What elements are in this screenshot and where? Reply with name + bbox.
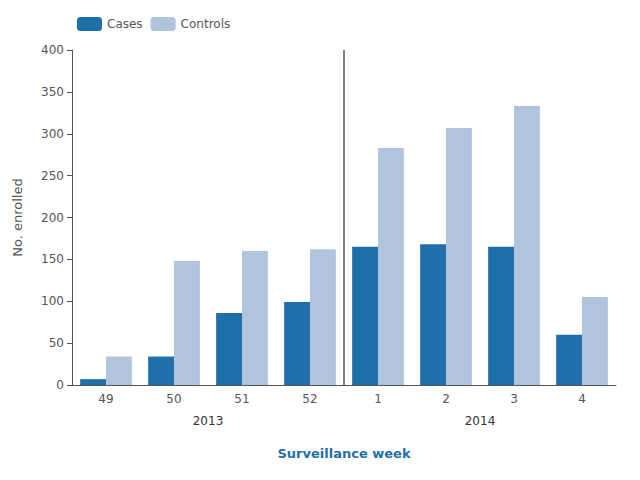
svg-text:2013: 2013 (193, 414, 224, 428)
svg-text:Cases: Cases (107, 17, 143, 31)
svg-text:200: 200 (41, 211, 64, 225)
svg-text:350: 350 (41, 85, 64, 99)
svg-text:50: 50 (166, 392, 181, 406)
svg-text:400: 400 (41, 43, 64, 57)
svg-text:150: 150 (41, 252, 64, 266)
svg-text:Surveillance week: Surveillance week (277, 446, 410, 461)
svg-text:2: 2 (442, 392, 450, 406)
svg-text:50: 50 (49, 336, 64, 350)
svg-text:Controls: Controls (181, 17, 231, 31)
svg-text:4: 4 (578, 392, 586, 406)
svg-text:52: 52 (302, 392, 317, 406)
svg-text:3: 3 (510, 392, 518, 406)
svg-text:1: 1 (374, 392, 382, 406)
svg-text:51: 51 (234, 392, 249, 406)
svg-text:100: 100 (41, 294, 64, 308)
svg-text:49: 49 (98, 392, 113, 406)
svg-text:300: 300 (41, 127, 64, 141)
svg-text:250: 250 (41, 169, 64, 183)
svg-text:0: 0 (56, 378, 64, 392)
svg-text:No. enrolled: No. enrolled (10, 178, 25, 256)
svg-text:2014: 2014 (465, 414, 496, 428)
